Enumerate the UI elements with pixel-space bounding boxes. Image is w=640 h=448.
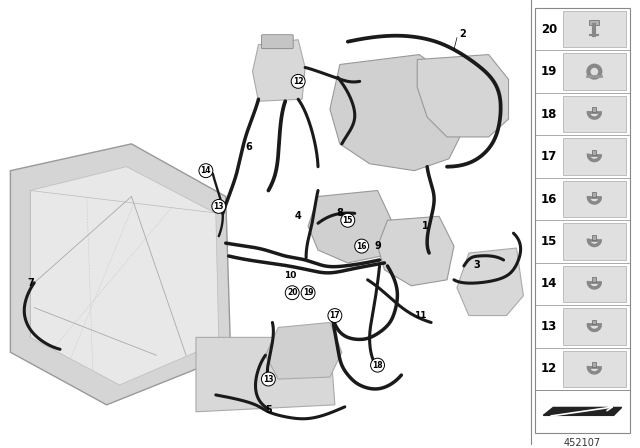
FancyBboxPatch shape (563, 266, 626, 302)
Text: 15: 15 (541, 235, 557, 248)
Polygon shape (378, 216, 454, 286)
Text: 1: 1 (422, 221, 429, 231)
FancyBboxPatch shape (563, 308, 626, 345)
FancyBboxPatch shape (563, 138, 626, 175)
Polygon shape (417, 55, 509, 137)
Text: 452107: 452107 (564, 438, 601, 448)
Circle shape (199, 164, 213, 177)
Text: 12: 12 (293, 77, 303, 86)
Text: 18: 18 (541, 108, 557, 121)
Circle shape (341, 213, 355, 227)
Circle shape (262, 372, 275, 386)
Text: 14: 14 (541, 277, 557, 290)
Circle shape (328, 309, 342, 323)
FancyBboxPatch shape (563, 53, 626, 90)
Text: 17: 17 (330, 311, 340, 320)
Text: 11: 11 (414, 311, 427, 320)
Polygon shape (308, 190, 392, 263)
Polygon shape (543, 407, 621, 415)
Polygon shape (10, 144, 230, 405)
Polygon shape (30, 167, 219, 385)
Bar (593, 319, 596, 324)
Polygon shape (253, 40, 305, 101)
Bar (535, 8, 630, 433)
Text: 17: 17 (541, 150, 557, 163)
Text: 2: 2 (459, 29, 466, 39)
FancyBboxPatch shape (262, 35, 293, 49)
Polygon shape (330, 55, 464, 171)
Text: 3: 3 (474, 260, 480, 270)
Polygon shape (457, 248, 524, 315)
Text: 13: 13 (214, 202, 224, 211)
Text: 14: 14 (200, 166, 211, 175)
Text: 19: 19 (303, 288, 314, 297)
Text: 19: 19 (541, 65, 557, 78)
FancyBboxPatch shape (563, 11, 626, 47)
Text: 5: 5 (265, 405, 272, 415)
Text: 12: 12 (541, 362, 557, 375)
Text: 18: 18 (372, 361, 383, 370)
Bar (589, 20, 599, 25)
Text: 16: 16 (356, 241, 367, 250)
Circle shape (285, 286, 299, 300)
Text: 7: 7 (28, 278, 34, 288)
Text: 4: 4 (295, 211, 301, 221)
Bar (593, 150, 596, 155)
Polygon shape (266, 323, 342, 379)
Circle shape (371, 358, 385, 372)
FancyBboxPatch shape (563, 351, 626, 387)
Circle shape (212, 199, 226, 213)
FancyBboxPatch shape (563, 181, 626, 217)
Text: 15: 15 (342, 216, 353, 225)
Bar (593, 362, 596, 367)
Polygon shape (196, 337, 335, 412)
Text: 16: 16 (541, 193, 557, 206)
FancyBboxPatch shape (563, 96, 626, 132)
Bar (593, 277, 596, 282)
Text: 6: 6 (245, 142, 252, 152)
Circle shape (355, 239, 369, 253)
Text: 13: 13 (541, 320, 557, 333)
Text: 8: 8 (337, 208, 343, 218)
FancyBboxPatch shape (563, 223, 626, 260)
Circle shape (291, 74, 305, 88)
Bar (593, 235, 596, 240)
Text: 20: 20 (287, 288, 298, 297)
Text: 10: 10 (284, 271, 296, 280)
Bar (593, 192, 596, 197)
Text: 9: 9 (374, 241, 381, 251)
Text: 20: 20 (541, 23, 557, 36)
Bar (593, 107, 596, 112)
Circle shape (301, 286, 315, 300)
Text: 13: 13 (263, 375, 274, 383)
